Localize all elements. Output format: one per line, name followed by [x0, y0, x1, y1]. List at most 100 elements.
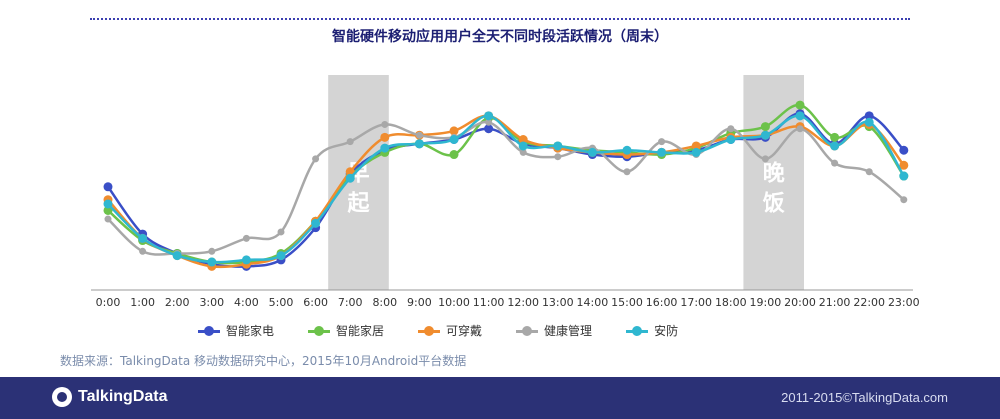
x-tick-label: 5:00 [269, 296, 294, 309]
x-tick-label: 16:00 [646, 296, 678, 309]
x-tick-label: 14:00 [577, 296, 609, 309]
legend-label: 可穿戴 [446, 324, 483, 338]
series-point-4 [380, 143, 390, 153]
x-tick-label: 15:00 [611, 296, 643, 309]
legend-label: 智能家居 [336, 324, 385, 338]
series-point-0 [864, 111, 874, 121]
series-point-3 [519, 148, 527, 156]
legend-entry-0: 智能家电 [198, 322, 274, 339]
x-tick-label: 23:00 [888, 296, 920, 309]
series-point-3 [139, 247, 147, 255]
series-point-3 [623, 168, 631, 176]
series-point-0 [899, 145, 909, 155]
legend-entry-3: 健康管理 [516, 322, 592, 339]
series-point-3 [415, 131, 423, 139]
series-point-1 [449, 150, 459, 160]
legend-swatch-icon [516, 325, 539, 336]
x-tick-label: 18:00 [715, 296, 747, 309]
series-point-1 [795, 100, 805, 110]
series-point-4 [760, 130, 770, 140]
legend-swatch-icon [626, 325, 649, 336]
series-point-1 [760, 122, 770, 132]
series-point-4 [657, 147, 667, 157]
copyright-text: 2011-2015©TalkingData.com [781, 390, 948, 405]
legend-entry-1: 智能家居 [308, 322, 384, 339]
series-point-2 [899, 160, 909, 170]
series-point-1 [103, 205, 113, 215]
series-point-4 [726, 135, 736, 144]
series-point-3 [554, 153, 562, 161]
x-tick-label: 22:00 [853, 296, 885, 309]
series-point-3 [242, 234, 250, 242]
brand-logo: TalkingData [52, 387, 168, 407]
series-point-4 [276, 251, 286, 261]
series-point-3 [761, 155, 769, 163]
series-point-4 [622, 145, 632, 155]
series-point-4 [691, 147, 701, 157]
legend-swatch-icon [198, 325, 220, 336]
series-point-2 [691, 141, 701, 151]
series-point-3 [346, 138, 354, 146]
annotation-band-1 [743, 75, 804, 290]
series-point-4 [830, 141, 840, 151]
series-point-3 [381, 120, 389, 128]
series-point-2 [518, 135, 528, 144]
annotation-band-0 [328, 75, 389, 290]
series-point-4 [172, 251, 182, 261]
talkingdata-logo-icon [52, 387, 72, 407]
x-tick-label: 12:00 [507, 296, 539, 309]
series-point-4 [518, 141, 528, 151]
series-point-3 [312, 155, 320, 163]
series-point-3 [727, 125, 735, 133]
x-tick-label: 8:00 [372, 296, 397, 309]
x-tick-label: 7:00 [338, 296, 363, 309]
series-point-4 [103, 199, 113, 209]
x-tick-label: 6:00 [303, 296, 328, 309]
legend-entry-2: 可穿戴 [418, 322, 482, 339]
legend-label: 健康管理 [544, 324, 593, 338]
series-point-2 [449, 126, 459, 136]
series-point-3 [900, 196, 908, 204]
series-point-1 [830, 132, 840, 142]
series-point-0 [103, 182, 113, 192]
chart-legend: 智能家电 智能家居 可穿戴 健康管理 安防 [198, 322, 678, 339]
legend-swatch-icon [418, 325, 441, 336]
x-tick-label: 13:00 [542, 296, 574, 309]
series-point-4 [587, 147, 597, 157]
source-note: 数据来源：TalkingData 移动数据研究中心，2015年10月Androi… [60, 354, 467, 368]
series-point-4 [484, 111, 494, 121]
x-tick-label: 9:00 [407, 296, 432, 309]
legend-entry-4: 安防 [626, 322, 678, 339]
legend-label: 智能家电 [226, 324, 275, 338]
series-point-4 [864, 117, 874, 127]
x-tick-label: 11:00 [473, 296, 505, 309]
x-tick-label: 21:00 [819, 296, 851, 309]
series-point-4 [345, 173, 355, 183]
series-point-3 [658, 138, 666, 146]
x-tick-label: 2:00 [165, 296, 190, 309]
series-point-4 [899, 171, 909, 181]
x-tick-label: 4:00 [234, 296, 259, 309]
series-point-3 [865, 168, 873, 176]
x-tick-label: 1:00 [130, 296, 155, 309]
x-tick-label: 17:00 [680, 296, 712, 309]
series-point-4 [553, 141, 563, 151]
series-point-3 [485, 118, 493, 126]
series-point-3 [208, 247, 216, 255]
series-point-4 [795, 111, 805, 121]
legend-label: 安防 [654, 324, 679, 338]
x-tick-label: 10:00 [438, 296, 470, 309]
series-point-3 [796, 125, 804, 133]
series-point-2 [380, 132, 390, 142]
legend-swatch-icon [308, 325, 331, 336]
series-point-3 [831, 159, 839, 167]
footer-bar: TalkingData 2011-2015©TalkingData.com [0, 377, 1000, 419]
brand-name: TalkingData [78, 388, 168, 405]
series-point-4 [414, 139, 424, 149]
series-point-0 [484, 124, 494, 134]
annotation-label-1: 晚饭 [763, 162, 785, 217]
x-tick-label: 19:00 [750, 296, 782, 309]
series-point-3 [104, 215, 112, 223]
series-point-4 [311, 218, 321, 228]
